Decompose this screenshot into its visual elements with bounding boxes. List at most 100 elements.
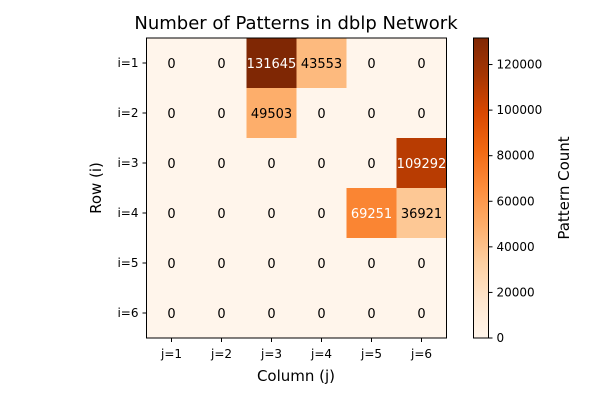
cell-value-label: 36921 xyxy=(401,207,442,222)
heatmap-cell xyxy=(196,188,247,238)
heatmap-cell xyxy=(296,288,347,338)
x-axis-label: Column (j) xyxy=(257,367,335,385)
y-axis-ticks: i=1 i=2 i=3 i=4 i=5 i=6 xyxy=(117,56,147,320)
cell-value-label: 0 xyxy=(417,307,425,322)
x-tick-label: j=1 xyxy=(160,347,182,361)
heatmap-cell xyxy=(146,188,197,238)
y-axis-label: Row (i) xyxy=(87,162,105,214)
cell-value-label: 0 xyxy=(167,257,175,272)
cell-value-label: 0 xyxy=(217,157,225,172)
cell-value-label: 0 xyxy=(317,157,325,172)
heatmap-cell xyxy=(196,88,247,138)
cell-value-label: 0 xyxy=(317,107,325,122)
y-tick-label: i=1 xyxy=(117,56,138,70)
cell-value-label: 0 xyxy=(217,307,225,322)
colorbar-label: Pattern Count xyxy=(555,136,573,239)
cell-value-label: 0 xyxy=(367,107,375,122)
x-tick-label: j=4 xyxy=(310,347,332,361)
heatmap-cell xyxy=(396,88,447,138)
colorbar-ticks: 0 20000 40000 60000 80000 100000 120000 xyxy=(488,58,543,345)
heatmap-cell xyxy=(346,38,397,88)
heatmap-cell xyxy=(196,138,247,188)
chart-title: Number of Patterns in dblp Network xyxy=(134,13,458,34)
heatmap-cell xyxy=(296,38,347,88)
cell-value-label: 0 xyxy=(317,307,325,322)
heatmap-cell xyxy=(146,288,197,338)
x-axis-ticks: j=1 j=2 j=3 j=4 j=5 j=6 xyxy=(160,338,432,361)
y-tick-label: i=5 xyxy=(117,256,138,270)
heatmap-cell xyxy=(296,238,347,288)
colorbar-tick-label: 40000 xyxy=(497,240,535,254)
cell-value-label: 0 xyxy=(167,307,175,322)
cell-value-label: 0 xyxy=(267,207,275,222)
colorbar xyxy=(473,37,489,339)
heatmap-cell xyxy=(146,38,197,88)
heatmap-cell xyxy=(246,138,297,188)
y-tick-label: i=2 xyxy=(117,106,138,120)
heatmap-cell xyxy=(196,38,247,88)
y-tick-label: i=3 xyxy=(117,156,138,170)
x-tick-label: j=2 xyxy=(210,347,232,361)
heatmap-cell xyxy=(296,88,347,138)
cell-value-label: 0 xyxy=(217,257,225,272)
heatmap-cell xyxy=(346,238,397,288)
colorbar-tick-label: 20000 xyxy=(497,285,535,299)
colorbar-tick-label: 100000 xyxy=(497,103,543,117)
heatmap-cell xyxy=(246,288,297,338)
heatmap-cell xyxy=(196,238,247,288)
cell-value-label: 0 xyxy=(267,307,275,322)
heatmap-cell xyxy=(146,138,197,188)
x-tick-label: j=5 xyxy=(360,347,382,361)
colorbar-tick-label: 0 xyxy=(497,331,505,345)
cell-value-label: 0 xyxy=(267,157,275,172)
cell-value-label: 0 xyxy=(167,157,175,172)
cell-value-label: 131645 xyxy=(247,57,297,72)
cell-value-label: 0 xyxy=(167,57,175,72)
cell-value-label: 0 xyxy=(367,257,375,272)
cell-value-label: 0 xyxy=(167,107,175,122)
plot-frame xyxy=(146,37,447,339)
heatmap-cell xyxy=(346,138,397,188)
heatmap-cell xyxy=(346,288,397,338)
cell-value-label: 49503 xyxy=(251,107,292,122)
cell-value-label: 0 xyxy=(217,57,225,72)
colorbar-tick-label: 120000 xyxy=(497,58,543,72)
heatmap-cell xyxy=(396,238,447,288)
cell-value-label: 109292 xyxy=(397,157,447,172)
cell-value-label: 0 xyxy=(317,207,325,222)
heatmap-cell xyxy=(396,288,447,338)
cell-value-label: 0 xyxy=(217,107,225,122)
heatmap-cells xyxy=(146,38,447,338)
cell-value-label: 0 xyxy=(417,57,425,72)
heatmap-cell xyxy=(196,288,247,338)
heatmap-cell xyxy=(246,188,297,238)
cell-value-label: 0 xyxy=(367,157,375,172)
cell-value-label: 0 xyxy=(317,257,325,272)
cell-value-label: 0 xyxy=(367,307,375,322)
heatmap-cell xyxy=(396,188,447,238)
heatmap-cell xyxy=(396,38,447,88)
heatmap-cell xyxy=(296,138,347,188)
heatmap-cell xyxy=(146,88,197,138)
cell-value-label: 0 xyxy=(417,107,425,122)
x-tick-label: j=6 xyxy=(410,347,432,361)
heatmap-cell xyxy=(296,188,347,238)
heatmap-cell xyxy=(346,88,397,138)
colorbar-tick-label: 60000 xyxy=(497,194,535,208)
heatmap-cell xyxy=(246,238,297,288)
heatmap-cell-labels: 0 0 131645 43553 0 0 0 0 49503 0 0 0 0 0 0 0 0 109292 0 0 0 0… xyxy=(167,57,446,322)
heatmap-cell xyxy=(246,38,297,88)
cell-value-label: 0 xyxy=(417,257,425,272)
heatmap-cell xyxy=(146,238,197,288)
cell-value-label: 43553 xyxy=(301,57,342,72)
y-tick-label: i=4 xyxy=(117,206,138,220)
heatmap-cell xyxy=(246,88,297,138)
cell-value-label: 0 xyxy=(217,207,225,222)
cell-value-label: 0 xyxy=(367,57,375,72)
colorbar-tick-label: 80000 xyxy=(497,149,535,163)
cell-value-label: 69251 xyxy=(351,207,392,222)
cell-value-label: 0 xyxy=(167,207,175,222)
cell-value-label: 0 xyxy=(267,257,275,272)
x-tick-label: j=3 xyxy=(260,347,282,361)
